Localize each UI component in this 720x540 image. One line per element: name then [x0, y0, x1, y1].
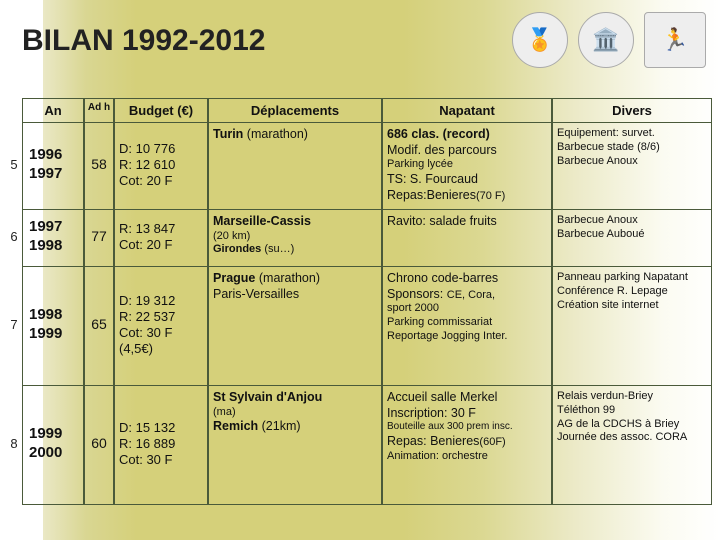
header-divers: Divers — [552, 98, 712, 123]
cell-budget: D: 19 312R: 22 537Cot: 30 F (4,5€) — [114, 266, 208, 386]
cell-an: 19971998 — [22, 209, 84, 267]
table-row: 51996199758D: 10 776R: 12 610Cot: 20 FTu… — [6, 122, 714, 210]
bilan-table: An Ad h Budget (€) Déplacements Napatant… — [6, 98, 714, 505]
cell-adh: 77 — [84, 209, 114, 267]
header-index — [6, 98, 22, 123]
header-napatant: Napatant — [382, 98, 552, 123]
cell-deplacements: Prague (marathon)Paris-Versailles — [208, 266, 382, 386]
page-title: BILAN 1992-2012 — [22, 24, 265, 58]
table-row: 81999200060D: 15 132R: 16 889Cot: 30 FSt… — [6, 385, 714, 505]
row-index: 8 — [6, 385, 22, 505]
cell-divers: Barbecue AnouxBarbecue Auboué — [552, 209, 712, 267]
logo-building-icon: 🏛️ — [578, 12, 634, 68]
header-budget: Budget (€) — [114, 98, 208, 123]
header-deplacements: Déplacements — [208, 98, 382, 123]
logo-medal-icon: 🏅 — [512, 12, 568, 68]
cell-napatant: Ravito: salade fruits — [382, 209, 552, 267]
cell-an: 19992000 — [22, 385, 84, 505]
cell-divers: Relais verdun-BrieyTéléthon 99AG de la C… — [552, 385, 712, 505]
cell-divers: Equipement: survet.Barbecue stade (8/6)B… — [552, 122, 712, 210]
cell-an: 19981999 — [22, 266, 84, 386]
cell-deplacements: St Sylvain d'Anjou(ma)Remich (21km) — [208, 385, 382, 505]
row-index: 7 — [6, 266, 22, 386]
header-logos: 🏅 🏛️ 🏃 — [512, 12, 706, 68]
cell-an: 19961997 — [22, 122, 84, 210]
cell-napatant: 686 clas. (record)Modif. des parcoursPar… — [382, 122, 552, 210]
cell-deplacements: Turin (marathon) — [208, 122, 382, 210]
cell-adh: 58 — [84, 122, 114, 210]
cell-deplacements: Marseille-Cassis(20 km)Girondes (su…) — [208, 209, 382, 267]
table-header-row: An Ad h Budget (€) Déplacements Napatant… — [6, 98, 714, 123]
row-index: 5 — [6, 122, 22, 210]
cell-budget: R: 13 847Cot: 20 F — [114, 209, 208, 267]
cell-adh: 60 — [84, 385, 114, 505]
cell-napatant: Accueil salle MerkelInscription: 30 FBou… — [382, 385, 552, 505]
logo-runner-icon: 🏃 — [644, 12, 706, 68]
cell-divers: Panneau parking NapatantConférence R. Le… — [552, 266, 712, 386]
cell-adh: 65 — [84, 266, 114, 386]
header-an: An — [22, 98, 84, 123]
cell-napatant: Chrono code-barresSponsors: CE, Cora,spo… — [382, 266, 552, 386]
row-index: 6 — [6, 209, 22, 267]
header-adh: Ad h — [84, 98, 114, 123]
table-row: 71998199965D: 19 312R: 22 537Cot: 30 F (… — [6, 266, 714, 386]
cell-budget: D: 15 132R: 16 889Cot: 30 F — [114, 385, 208, 505]
cell-budget: D: 10 776R: 12 610Cot: 20 F — [114, 122, 208, 210]
table-body: 51996199758D: 10 776R: 12 610Cot: 20 FTu… — [6, 122, 714, 505]
table-row: 61997199877R: 13 847Cot: 20 FMarseille-C… — [6, 209, 714, 267]
